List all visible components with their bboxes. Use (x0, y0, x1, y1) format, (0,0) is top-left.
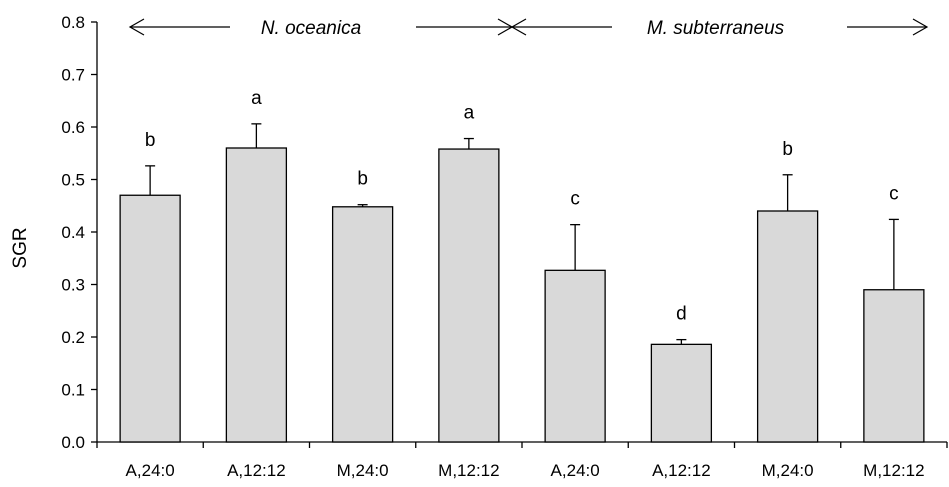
significance-letter: a (464, 103, 475, 124)
bar (544, 269, 606, 443)
axes: 0.0 0.1 0.2 0.3 0.4 0.5 0.6 0.7 0.8 A,24:0 A,12:12… (61, 13, 948, 480)
left-arrowhead-icon (128, 18, 145, 36)
bar (756, 210, 819, 443)
bar (650, 343, 713, 443)
significance-letter: a (251, 88, 262, 109)
significance-letters: b a b a c d b c (145, 88, 899, 325)
bars (119, 147, 925, 443)
x-tick-label: M,12:12 (438, 461, 499, 480)
significance-letter: b (145, 130, 156, 151)
group-label-m-subterraneus: M. subterraneus (647, 18, 785, 39)
x-tick-label: M,24:0 (762, 461, 814, 480)
x-tick-label: A,12:12 (652, 461, 711, 480)
significance-letter: c (570, 189, 580, 210)
significance-letter: b (782, 139, 793, 160)
x-tick-label: A,24:0 (551, 461, 600, 480)
group-label-n-oceanica: N. oceanica (261, 18, 361, 39)
x-tick-label: M,24:0 (337, 461, 389, 480)
y-tick-label: 0.3 (61, 276, 85, 295)
y-tick-label: 0.5 (61, 171, 85, 190)
error-bars (145, 123, 899, 345)
y-tick-label: 0.0 (61, 433, 85, 452)
bar (225, 147, 288, 443)
y-tick-label: 0.4 (61, 223, 85, 242)
x-tick-label: A,12:12 (227, 461, 286, 480)
species-group-annotations: N. oceanica M. subterraneus (128, 18, 929, 39)
y-tick-label: 0.8 (61, 13, 85, 32)
y-tick-label: 0.6 (61, 118, 85, 137)
y-tick-label: 0.2 (61, 328, 85, 347)
bar (119, 194, 181, 443)
right-arrowhead-icon (912, 18, 929, 36)
x-tick-label: M,12:12 (863, 461, 924, 480)
y-axis-label: SGR (10, 227, 31, 268)
significance-letter: c (889, 183, 899, 204)
x-tick-label: A,24:0 (126, 461, 175, 480)
y-tick-label: 0.1 (61, 381, 85, 400)
significance-letter: b (357, 169, 368, 190)
bar (863, 289, 925, 443)
y-tick-label: 0.7 (61, 66, 85, 85)
bar (438, 148, 500, 443)
bar (331, 206, 394, 443)
significance-letter: d (676, 304, 687, 325)
